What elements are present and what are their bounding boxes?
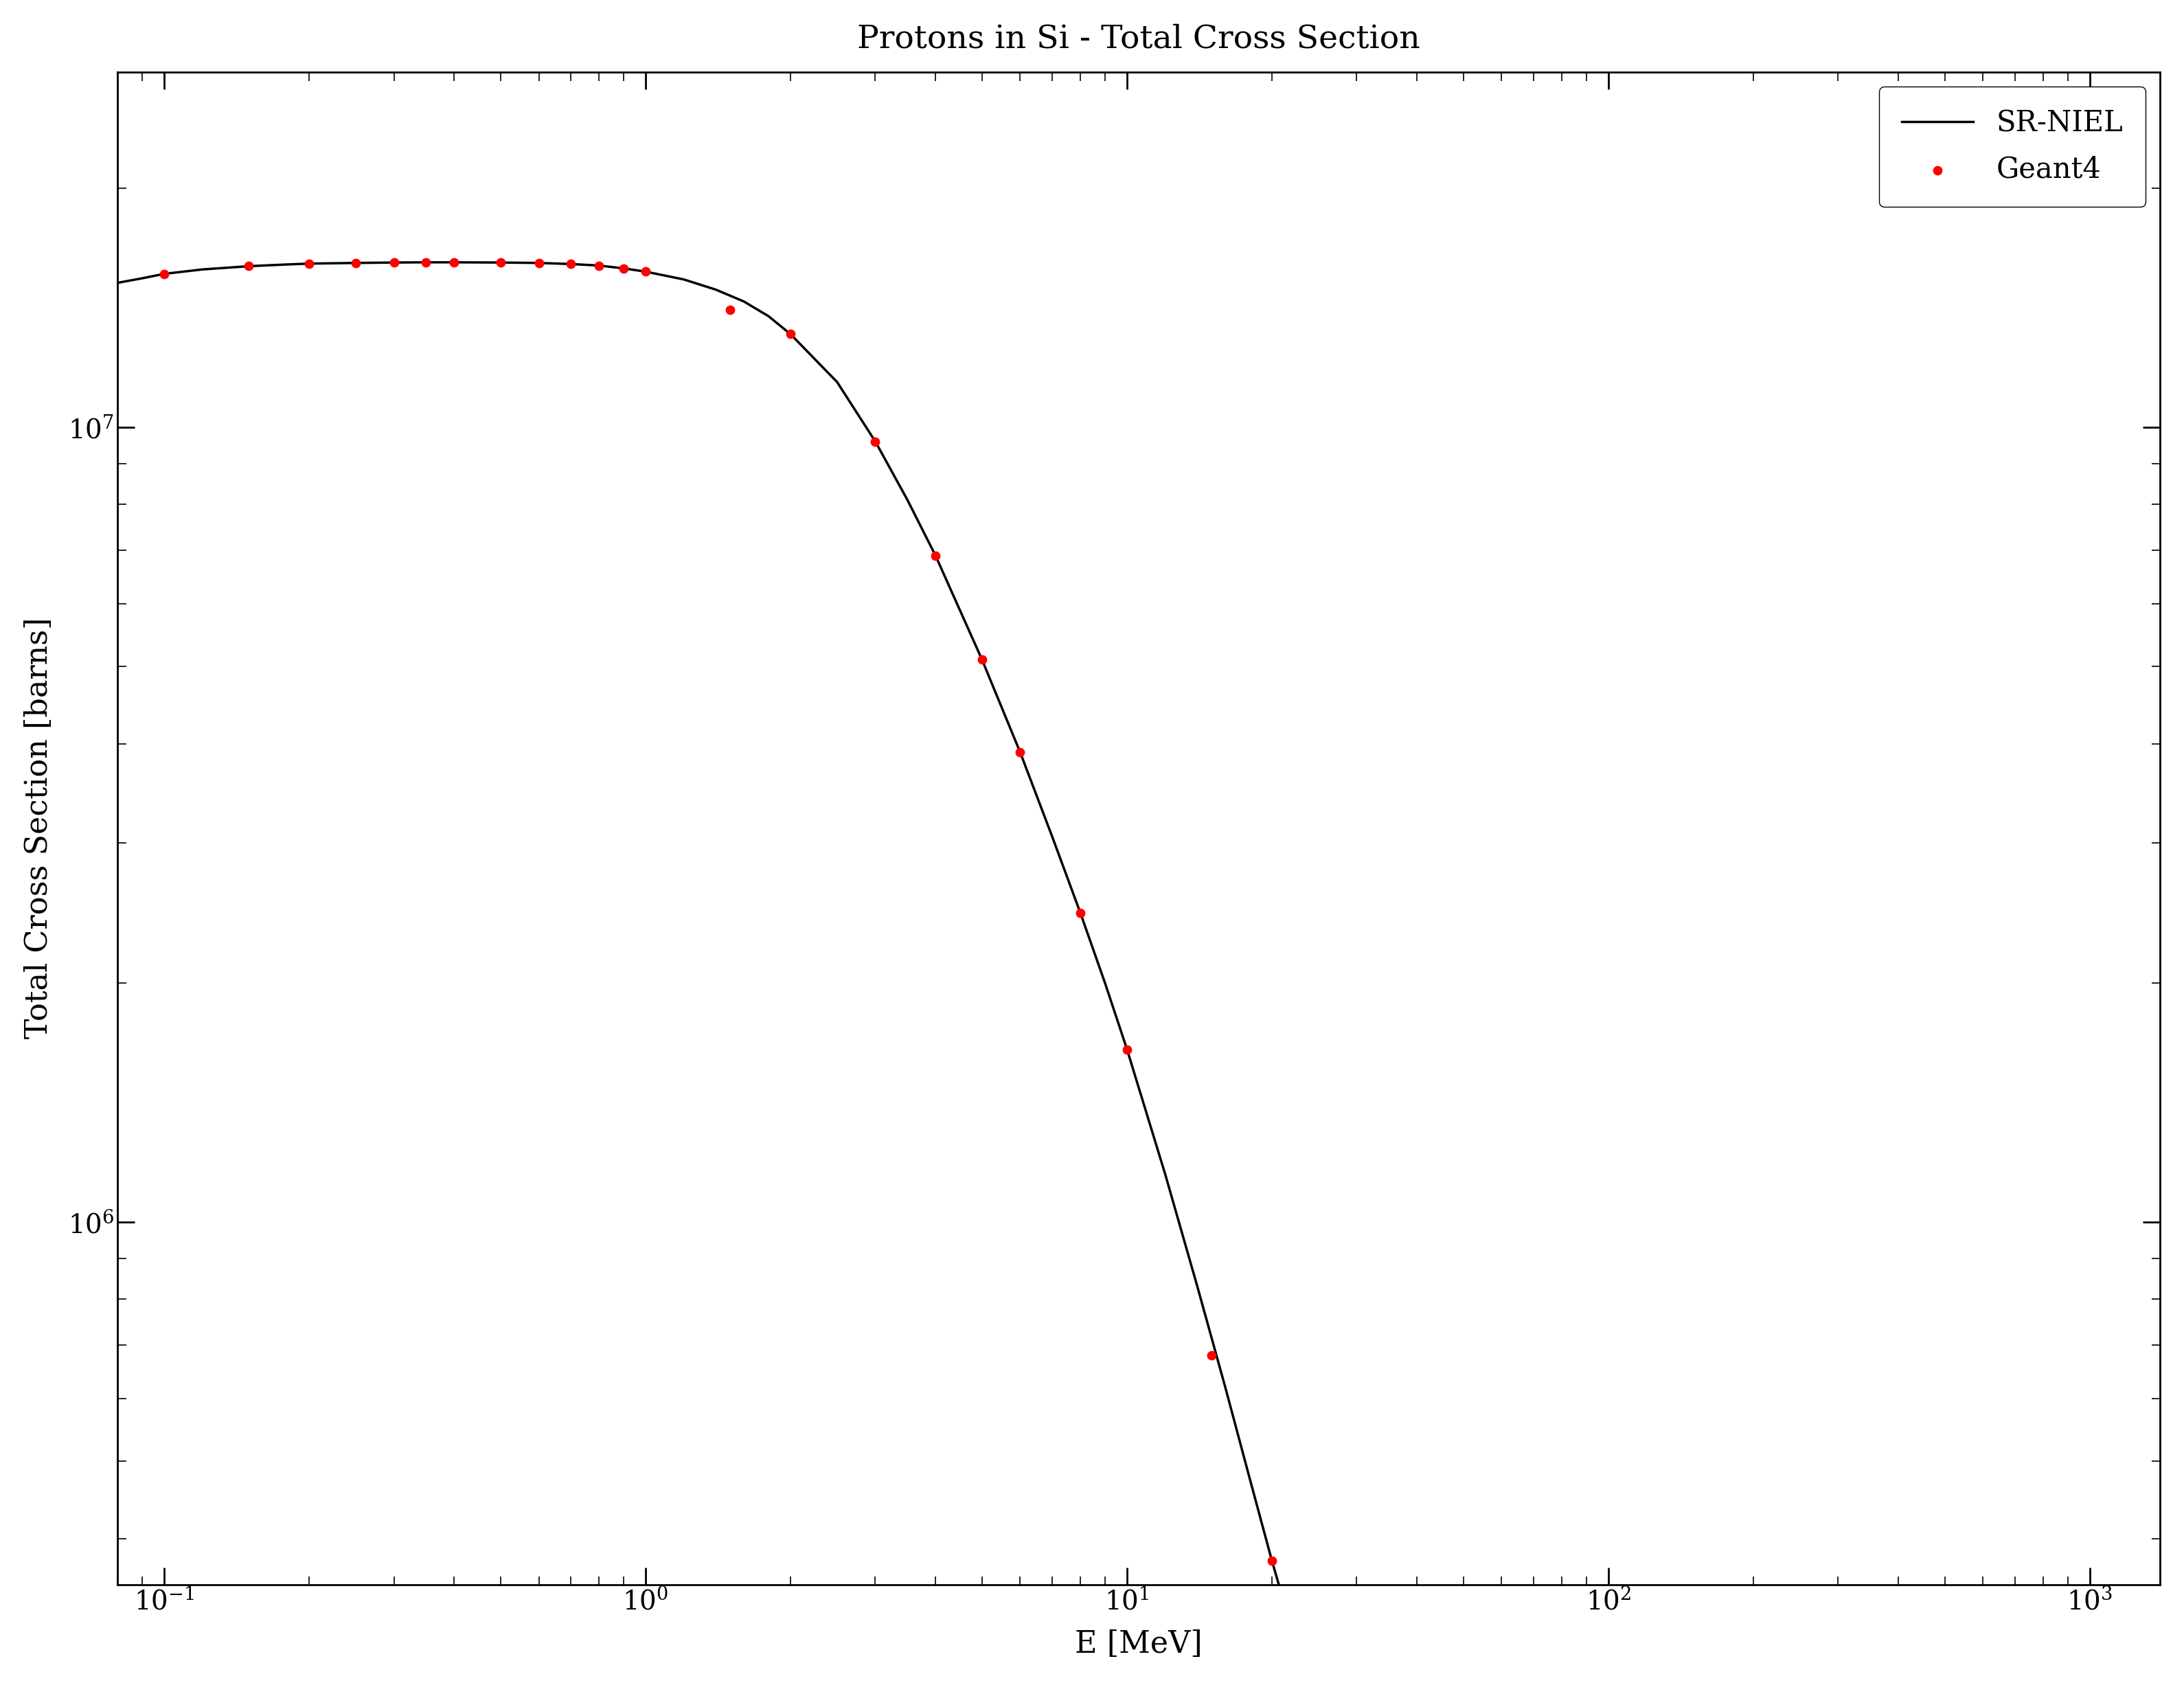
SR-NIEL [1114, 1038, 1140, 1059]
Legend: SR-NIEL, Geant4: SR-NIEL, Geant4 [1878, 86, 2147, 207]
Geant4 [437, 249, 472, 276]
Geant4 [293, 251, 328, 278]
SR-NIEL [413, 252, 439, 273]
Geant4 [581, 252, 616, 279]
Geant4 [1002, 739, 1037, 766]
Geant4 [917, 542, 952, 569]
Geant4 [232, 252, 266, 279]
Geant4 [408, 249, 443, 276]
Geant4 [339, 249, 373, 276]
Y-axis label: Total Cross Section [barns]: Total Cross Section [barns] [24, 618, 52, 1038]
Geant4 [1254, 1547, 1289, 1574]
Geant4 [376, 249, 411, 276]
Geant4 [483, 249, 518, 276]
SR-NIEL [670, 269, 697, 289]
Geant4 [629, 257, 664, 284]
Geant4 [522, 249, 557, 276]
Geant4 [1064, 899, 1099, 926]
Geant4 [712, 296, 747, 323]
Line: SR-NIEL: SR-NIEL [118, 263, 2090, 1683]
X-axis label: E [MeV]: E [MeV] [1075, 1629, 1203, 1659]
Geant4 [965, 646, 1000, 673]
Title: Protons in Si - Total Cross Section: Protons in Si - Total Cross Section [858, 24, 1420, 56]
SR-NIEL [557, 254, 583, 274]
SR-NIEL [273, 254, 299, 274]
Geant4 [607, 254, 642, 281]
Geant4 [146, 261, 181, 288]
Geant4 [773, 321, 808, 348]
Geant4 [858, 427, 893, 454]
Geant4 [553, 251, 587, 278]
Geant4 [1195, 1341, 1230, 1368]
SR-NIEL [105, 273, 131, 293]
Geant4 [1109, 1035, 1144, 1062]
